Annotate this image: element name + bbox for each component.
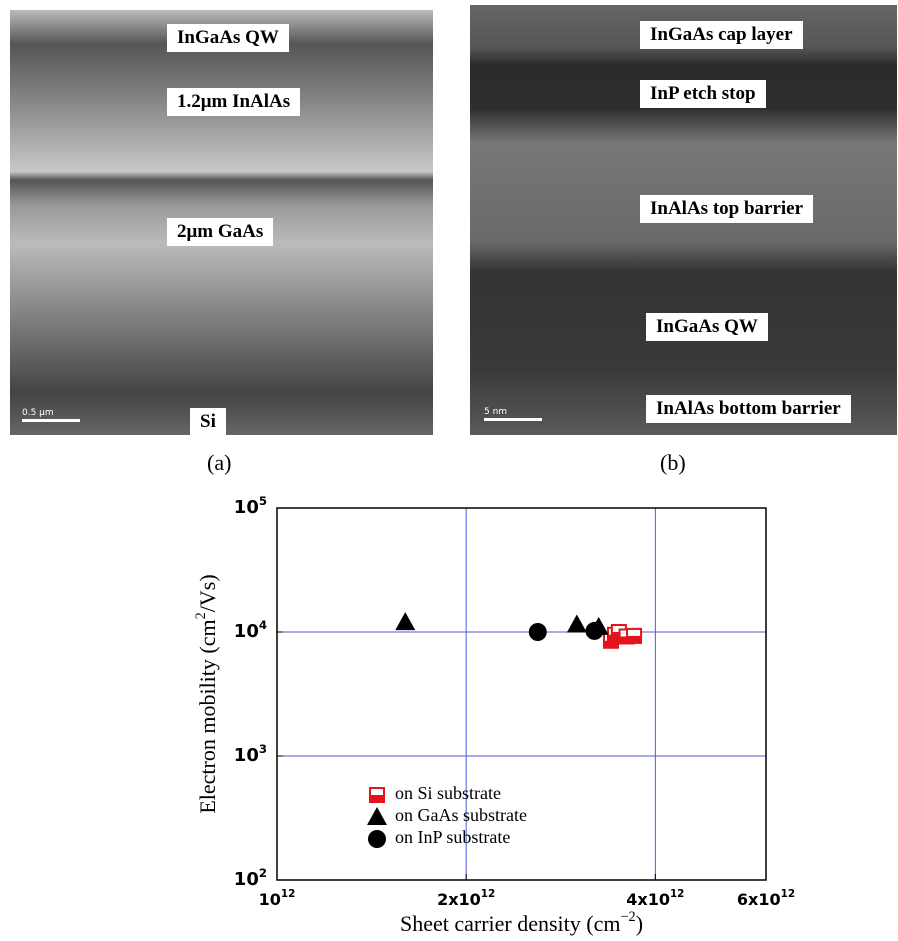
- y-tick-label: 102: [234, 866, 267, 891]
- y-tick-label: 104: [234, 618, 267, 643]
- legend-label: on Si substrate: [395, 783, 501, 803]
- marker-fill: [370, 795, 384, 802]
- marker: [395, 612, 416, 631]
- y-tick-label: 103: [234, 742, 267, 767]
- marker: [566, 614, 587, 633]
- plot-area: [277, 508, 766, 880]
- legend-label: on GaAs substrate: [395, 805, 527, 825]
- legend-marker: [367, 807, 387, 825]
- marker-fill: [603, 640, 618, 648]
- caption: (a): [207, 450, 232, 475]
- x-tick-label: 2x1012: [437, 888, 495, 909]
- x-tick-label: 4x1012: [626, 888, 684, 909]
- marker: [626, 627, 643, 644]
- marker: [528, 623, 547, 641]
- y-axis-label: Electron mobility (cm2/Vs): [193, 574, 220, 813]
- scale-bar: 0.5 μm: [22, 408, 80, 422]
- scale-bar: 5 nm: [484, 407, 542, 421]
- legend-marker: [369, 787, 385, 803]
- layer-label: InP etch stop: [640, 80, 766, 108]
- x-axis-label: Sheet carrier density (cm−2): [400, 909, 643, 936]
- caption: (b): [660, 450, 686, 475]
- legend-label: on InP substrate: [395, 827, 510, 847]
- layer-label: InAlAs top barrier: [640, 195, 814, 223]
- marker-fill: [627, 635, 642, 643]
- y-tick-label: 105: [234, 494, 267, 519]
- micrograph-b: InGaAs cap layer InP etch stop InAlAs to…: [470, 5, 897, 435]
- layer-label: 1.2μm InAlAs: [167, 88, 301, 116]
- layer-label: 2μm GaAs: [167, 218, 274, 246]
- layer-label: InAlAs bottom barrier: [646, 395, 851, 423]
- x-tick-label: 1012: [259, 888, 296, 909]
- marker: [585, 621, 604, 640]
- layer-label: InGaAs QW: [167, 24, 289, 52]
- x-tick-label: 6x1012: [737, 888, 795, 909]
- layer-label: InGaAs cap layer: [640, 21, 803, 49]
- layer-label: Si: [190, 408, 226, 435]
- plot-frame: [276, 507, 767, 881]
- micrograph-a: InGaAs QW 1.2μm InAlAs 2μm GaAs Si 0.5 μ…: [10, 10, 433, 435]
- legend-marker: [368, 830, 386, 848]
- layer-label: InGaAs QW: [646, 313, 768, 341]
